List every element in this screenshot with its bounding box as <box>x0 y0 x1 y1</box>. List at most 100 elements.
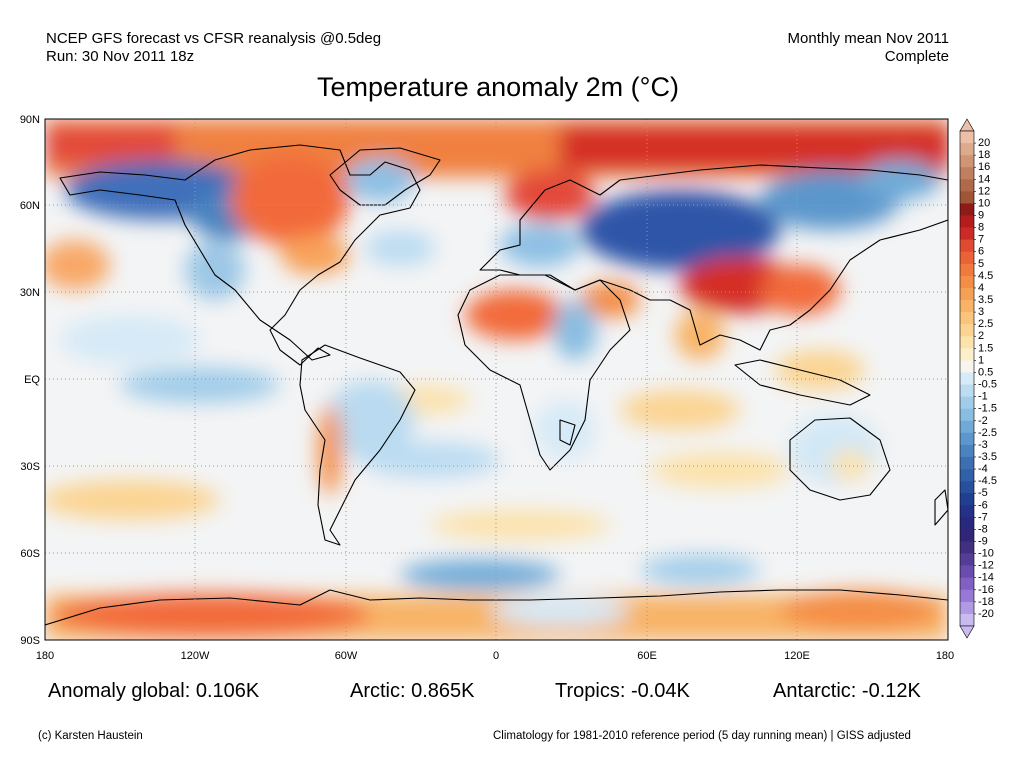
lon-label: 180 <box>936 650 954 662</box>
colorbar-swatch <box>960 444 974 458</box>
colorbar-swatch <box>960 529 974 542</box>
lon-label: 180 <box>36 650 54 662</box>
lon-label: 60E <box>637 650 657 662</box>
lat-label: 90N <box>20 114 40 126</box>
region-maritime-continent-warm <box>775 350 865 390</box>
colorbar-swatch <box>960 589 974 603</box>
colorbar-swatch <box>960 179 974 192</box>
colorbar-swatch <box>960 553 974 566</box>
colorbar-label: -5 <box>978 487 988 499</box>
colorbar-swatch <box>960 348 974 361</box>
colorbar-label: -1.5 <box>978 403 997 415</box>
colorbar-swatch <box>960 239 974 253</box>
colorbar-swatch <box>960 131 974 144</box>
region-south-atlantic-cool <box>360 442 500 478</box>
lat-label: 60N <box>20 200 40 212</box>
colorbar-label: 2.5 <box>978 318 993 330</box>
region-southern-pacific-warm <box>45 480 220 520</box>
colorbar-label: -16 <box>978 584 994 596</box>
colorbar-label: 12 <box>978 185 990 197</box>
colorbar-label: 10 <box>978 197 990 209</box>
coastlines <box>45 144 948 626</box>
colorbar-label: -12 <box>978 560 994 572</box>
graticule <box>45 119 948 640</box>
region-atlantic-warm <box>365 230 435 266</box>
region-antarctica-warm <box>780 590 940 630</box>
colorbar-label: -20 <box>978 608 994 620</box>
colorbar-swatch <box>960 203 974 216</box>
colorbar-swatch <box>960 275 974 289</box>
colorbar-label: -6 <box>978 499 988 511</box>
colorbar-label: 8 <box>978 222 984 234</box>
lon-label: 120W <box>181 650 210 662</box>
stat-tropics: Tropics: -0.04K <box>555 680 690 702</box>
colorbar-swatch <box>960 432 974 446</box>
colorbar-label: -2.5 <box>978 427 997 439</box>
colorbar-swatch <box>960 505 974 518</box>
colorbar-swatch <box>960 312 974 325</box>
region-sahara-warm <box>465 290 565 340</box>
colorbar-label: -18 <box>978 596 994 608</box>
colorbar-label: -4 <box>978 463 988 475</box>
colorbar-label: 20 <box>978 137 990 149</box>
stat-antarctic: Antarctic: -0.12K <box>773 680 921 702</box>
region-east-siberia <box>860 160 940 200</box>
region-greenland-sea <box>345 158 415 202</box>
region-east-africa-cool <box>553 300 597 360</box>
colorbar-label: 4.5 <box>978 270 993 282</box>
colorbar-label: 18 <box>978 149 990 161</box>
colorbar-swatch <box>960 336 974 349</box>
lon-label: 0 <box>493 650 499 662</box>
region-south-america-cool <box>325 380 415 460</box>
colorbar-swatch <box>960 263 974 277</box>
colorbar-label: 4 <box>978 282 984 294</box>
colorbar-label: -7 <box>978 511 988 523</box>
axis-labels: 90N 60N 30N EQ 30S 60S 90S 180 120W 60W … <box>20 114 954 662</box>
region-south-indian-warm <box>650 452 790 488</box>
colorbar-label: 6 <box>978 246 984 258</box>
lat-label: 90S <box>20 635 40 647</box>
region-scandinavia-warm <box>505 170 595 220</box>
region-indian-ocean-warm <box>620 390 740 430</box>
colorbar-label: 5 <box>978 258 984 270</box>
colorbar-label: 7 <box>978 234 984 246</box>
region-southern-ocean-cool <box>640 555 760 585</box>
colorbar-label: 14 <box>978 173 990 185</box>
map-field <box>45 119 948 640</box>
region-australia-warm <box>830 450 870 480</box>
lat-label: EQ <box>24 374 40 386</box>
colorbar-swatch <box>960 191 974 204</box>
region-pacific-warm <box>45 240 110 290</box>
colorbar-swatch <box>960 420 974 434</box>
colorbar-min-arrow <box>959 625 975 639</box>
colorbar-label: 2 <box>978 330 984 342</box>
stat-global: Anomaly global: 0.106K <box>48 680 260 702</box>
status-label: Complete <box>884 48 949 65</box>
region-pacific-cool <box>60 315 200 365</box>
colorbar-label: 3.5 <box>978 294 993 306</box>
colorbar-label: -9 <box>978 535 988 547</box>
region-antarctica-warm <box>50 593 370 637</box>
colorbar-swatch <box>960 481 974 494</box>
colorbar-swatch <box>960 167 974 180</box>
colorbar-label: -2 <box>978 415 988 427</box>
colorbar-swatch <box>960 251 974 265</box>
colorbar-label: 1 <box>978 354 984 366</box>
region-hudson-bay-warm <box>230 155 350 245</box>
colorbar-label: -10 <box>978 548 994 560</box>
colorbar-swatch <box>960 143 974 156</box>
colorbar-swatch <box>960 155 974 168</box>
colorbar-swatch <box>960 360 974 373</box>
colorbar-swatch <box>960 493 974 506</box>
region-china-east-warm <box>760 265 840 315</box>
colorbar-swatch <box>960 324 974 337</box>
colorbar-swatch <box>960 541 974 554</box>
colorbar-swatch <box>960 300 974 313</box>
colorbar-swatch <box>960 408 974 422</box>
region-russia-cold <box>580 190 780 270</box>
colorbar: 201816141210987654.543.532.521.510.5-0.5… <box>959 118 997 639</box>
colorbar-label: 1.5 <box>978 342 993 354</box>
colorbar-label: -4.5 <box>978 475 997 487</box>
lon-label: 120E <box>784 650 810 662</box>
